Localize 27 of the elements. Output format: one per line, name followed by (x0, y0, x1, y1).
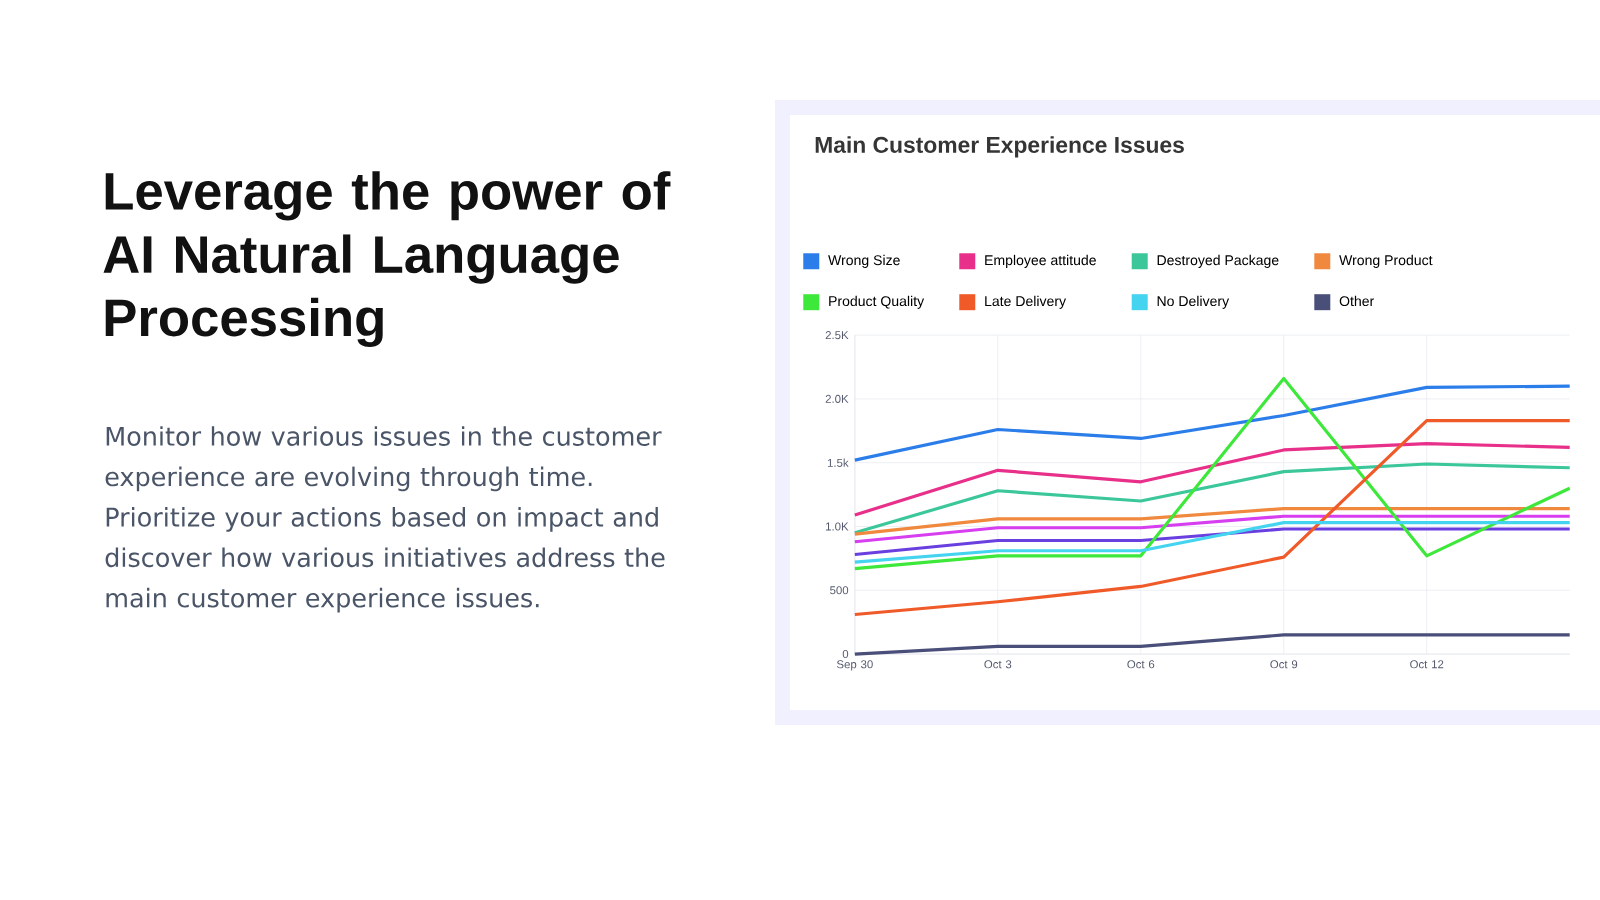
line-series (853, 376, 1572, 571)
legend-label: Wrong Size (828, 254, 900, 268)
y-tick-label: 0 (842, 650, 849, 659)
chart-title: Main Customer Experience Issues (815, 136, 1184, 158)
text: Leverage the power of AI Natural Language Processing (103, 171, 671, 348)
x-tick-label: Sep 30 (836, 660, 873, 671)
line-series (853, 419, 1572, 617)
y-tick-label: 2.0K (825, 394, 849, 403)
legend-label: Wrong Product (1339, 254, 1433, 268)
line-series (853, 384, 1572, 462)
y-tick-label: 500 (830, 586, 849, 595)
legend-label: No Delivery (1157, 295, 1230, 309)
text: Monitor how various issues in the customer experience are evolving through time. Prioritize your actions based on impact and discover how various initiatives address the main customer experience issues. (105, 426, 665, 613)
legend-label: Other (1339, 295, 1374, 307)
y-tick-label: 1.0K (826, 522, 849, 531)
x-tick-label: Oct 12 (1410, 660, 1444, 669)
y-tick-label: 2.5K (825, 331, 849, 340)
line-series (853, 441, 1572, 517)
x-tick-label: Oct 3 (984, 660, 1012, 669)
line-series (853, 462, 1572, 535)
legend-label: Late Delivery (985, 295, 1067, 309)
legend-label: Product Quality (829, 295, 925, 309)
y-tick-label: 1.5k (827, 458, 849, 467)
legend-label: Employee attitude (985, 254, 1096, 268)
x-tick-label: Oct 6 (1127, 660, 1155, 669)
x-tick-label: Oct 9 (1270, 660, 1298, 669)
legend-label: Destroyed Package (1157, 254, 1279, 268)
